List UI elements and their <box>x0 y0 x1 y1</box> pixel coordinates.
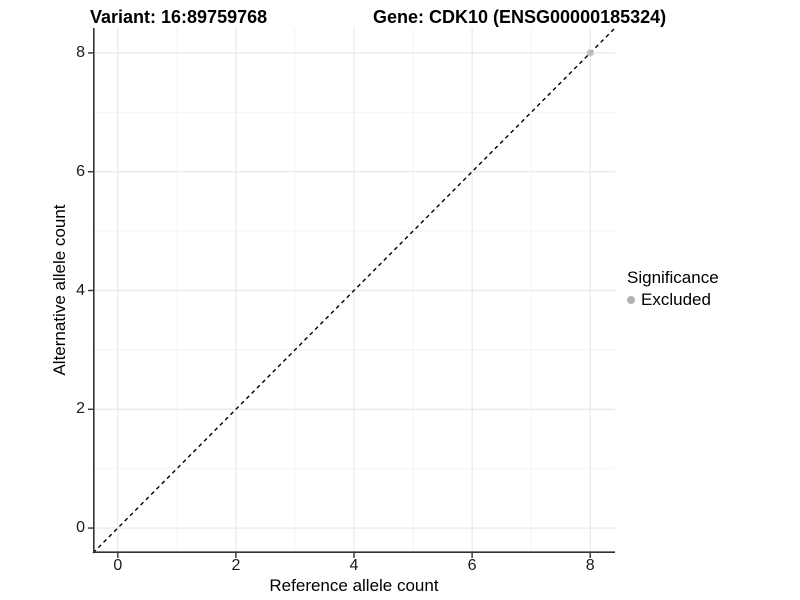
y-axis-title: Alternative allele count <box>50 204 69 376</box>
x-axis-title: Reference allele count <box>269 576 439 595</box>
identity-reference-line <box>92 27 616 554</box>
y-tick-label: 8 <box>76 43 85 61</box>
x-tick-label: 2 <box>231 557 241 574</box>
x-tick-label: 4 <box>349 557 359 574</box>
y-tick-label: 4 <box>76 281 85 299</box>
x-tick-label: 8 <box>585 557 595 574</box>
data-point <box>586 49 594 57</box>
legend-title: Significance <box>627 268 719 287</box>
y-tick-label: 2 <box>76 400 85 418</box>
legend-item-label: Excluded <box>641 290 711 309</box>
plot-title-gene: Gene: CDK10 (ENSG00000185324) <box>373 7 667 27</box>
plot-canvas <box>88 27 616 558</box>
y-tick-label: 6 <box>76 162 85 180</box>
legend-item-excluded: Excluded <box>627 290 719 310</box>
plot-title-variant: Variant: 16:89759768 <box>90 7 268 27</box>
excluded-point-icon <box>627 296 635 304</box>
plot-panel <box>88 27 616 558</box>
legend: Significance Excluded <box>627 268 719 310</box>
y-tick-label: 0 <box>76 519 85 537</box>
x-tick-label: 6 <box>467 557 477 574</box>
x-tick-label: 0 <box>113 557 123 574</box>
